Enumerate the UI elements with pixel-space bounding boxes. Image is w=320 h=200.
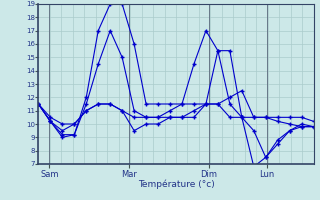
- X-axis label: Température (°c): Température (°c): [138, 180, 214, 189]
